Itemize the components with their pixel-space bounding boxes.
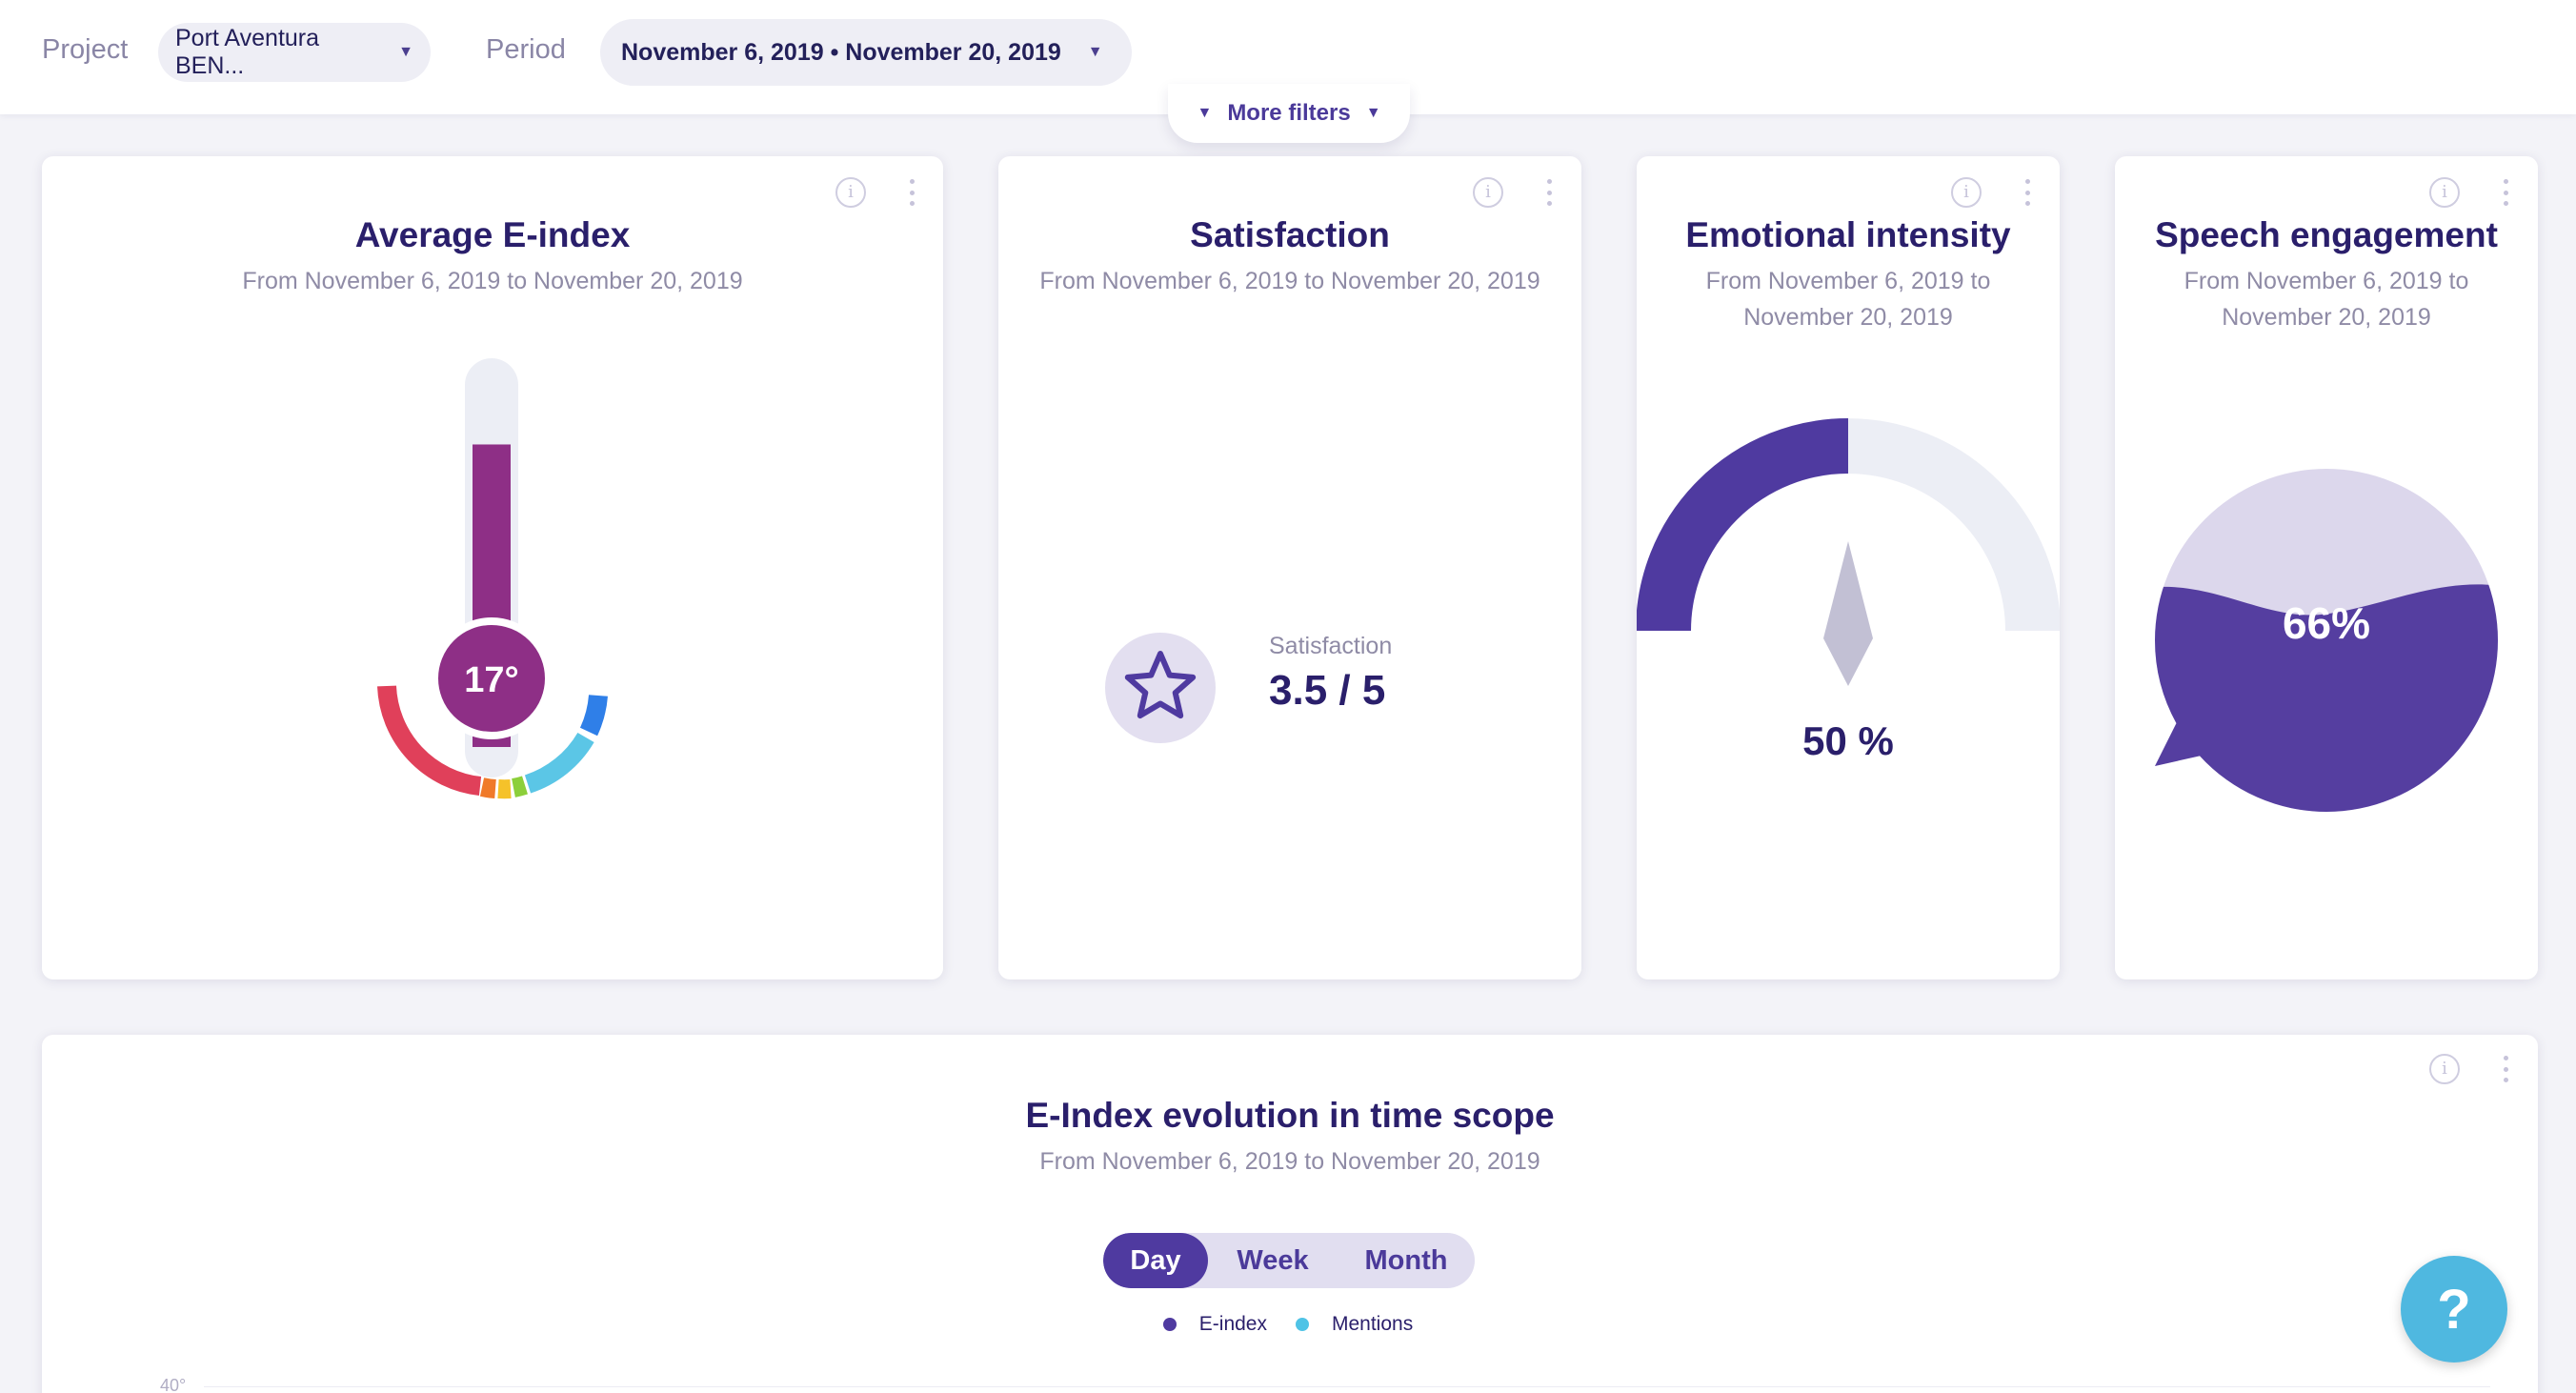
- eindex-title: Average E-index: [354, 215, 631, 254]
- chevron-down-icon: ▼: [1365, 105, 1381, 121]
- satisfaction-value: 3.5 / 5: [1269, 667, 1386, 714]
- tab-week[interactable]: Week: [1237, 1244, 1309, 1276]
- info-icon[interactable]: i: [2429, 1054, 2460, 1084]
- help-button[interactable]: ?: [2401, 1256, 2507, 1363]
- star-icon: [1105, 633, 1216, 743]
- y-axis-tick: 40°: [160, 1376, 187, 1393]
- thermometer-gauge: 17°: [377, 358, 608, 799]
- scale-segment-red: [377, 685, 482, 796]
- evolution-title: E-Index evolution in time scope: [1025, 1096, 1555, 1135]
- more-options-icon[interactable]: [2502, 1056, 2509, 1082]
- emotional-intensity-value: 50 %: [1802, 718, 1894, 763]
- gauge-needle: [1823, 541, 1873, 686]
- scale-segment-cyan: [524, 732, 594, 794]
- satisfaction-card: i Satisfaction From November 6, 2019 to …: [998, 156, 1581, 979]
- speech-engagement-card: i Speech engagement From November 6, 201…: [2115, 156, 2538, 979]
- legend-dot: [1162, 1318, 1177, 1332]
- eindex-evolution-card: i E-Index evolution in time scope From N…: [42, 1035, 2538, 1393]
- time-scope-toggle: Day Week Month: [1103, 1233, 1475, 1288]
- chart-legend: E-index Mentions: [0, 1313, 2576, 1336]
- chevron-down-icon: ▼: [398, 44, 413, 60]
- info-icon[interactable]: i: [1473, 177, 1503, 208]
- more-options-icon[interactable]: [2502, 179, 2509, 206]
- project-label: Project: [42, 34, 129, 65]
- info-icon[interactable]: i: [835, 177, 866, 208]
- thermometer-bulb: [431, 617, 553, 739]
- speech-bubble-chart: 66%: [2155, 469, 2498, 812]
- emotional-intensity-subtitle: From November 6, 2019 to November 20, 20…: [1705, 268, 1991, 331]
- period-select-value: November 6, 2019 • November 20, 2019: [621, 38, 1061, 66]
- legend-dot: [1295, 1318, 1309, 1332]
- eindex-card: i Average E-index From November 6, 2019 …: [42, 156, 943, 979]
- scale-segment-orange: [479, 777, 496, 798]
- chevron-down-icon: ▼: [1197, 105, 1213, 121]
- more-filters-label: More filters: [1227, 100, 1351, 126]
- scale-segment-blue: [579, 694, 608, 737]
- speech-engagement-value: 66%: [2283, 598, 2370, 648]
- period-select[interactable]: November 6, 2019 • November 20, 2019 ▼: [600, 19, 1132, 86]
- info-icon[interactable]: i: [2429, 177, 2460, 208]
- chart-gridline: [204, 1386, 2490, 1387]
- project-select[interactable]: Port Aventura BEN... ▼: [158, 23, 431, 82]
- more-options-icon[interactable]: [1545, 179, 1553, 206]
- emotional-intensity-card: i Emotional intensity From November 6, 2…: [1637, 156, 2060, 979]
- more-options-icon[interactable]: [2023, 179, 2031, 206]
- legend-label: Mentions: [1331, 1313, 1414, 1335]
- satisfaction-label: Satisfaction: [1269, 633, 1393, 659]
- speech-engagement-title: Speech engagement: [2155, 215, 2498, 254]
- scale-segment-green: [511, 776, 528, 797]
- speech-engagement-subtitle: From November 6, 2019 to November 20, 20…: [2184, 268, 2469, 331]
- eindex-subtitle: From November 6, 2019 to November 20, 20…: [242, 268, 743, 294]
- eindex-value: 17°: [464, 660, 518, 700]
- info-icon[interactable]: i: [1951, 177, 1982, 208]
- legend-item-mentions[interactable]: Mentions: [1295, 1313, 1414, 1336]
- project-select-value: Port Aventura BEN...: [175, 25, 320, 79]
- satisfaction-title: Satisfaction: [1190, 215, 1390, 254]
- satisfaction-subtitle: From November 6, 2019 to November 20, 20…: [1039, 268, 1540, 294]
- legend-label: E-index: [1198, 1313, 1267, 1335]
- intensity-gauge: 50 %: [1637, 418, 2060, 763]
- more-options-icon[interactable]: [908, 179, 916, 206]
- gauge-fill: [1637, 418, 1849, 632]
- more-filters-button[interactable]: ▼ More filters ▼: [1168, 84, 1410, 143]
- chevron-down-icon: ▼: [1087, 44, 1103, 60]
- tab-day[interactable]: Day: [1103, 1233, 1208, 1288]
- evolution-subtitle: From November 6, 2019 to November 20, 20…: [1039, 1148, 1540, 1175]
- emotional-intensity-title: Emotional intensity: [1685, 215, 2011, 254]
- legend-item-eindex[interactable]: E-index: [1162, 1313, 1267, 1336]
- tab-month[interactable]: Month: [1364, 1244, 1448, 1276]
- period-label: Period: [486, 34, 566, 65]
